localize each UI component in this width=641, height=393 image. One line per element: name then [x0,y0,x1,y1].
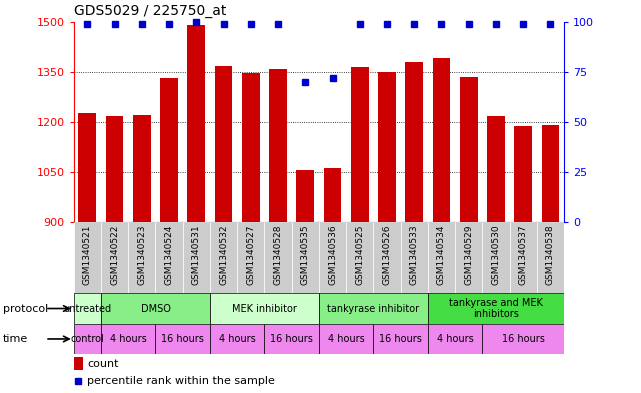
Bar [74,222,101,293]
Bar [101,324,155,354]
Bar [428,293,564,324]
Bar [78,114,96,222]
Text: 4 hours: 4 hours [328,334,365,344]
Text: GSM1340527: GSM1340527 [246,224,255,285]
Text: 16 hours: 16 hours [162,334,204,344]
Text: MEK inhibitor: MEK inhibitor [232,303,297,314]
Bar [292,222,319,293]
Text: GSM1340536: GSM1340536 [328,224,337,285]
Text: 16 hours: 16 hours [271,334,313,344]
Text: control: control [71,334,104,344]
Text: GDS5029 / 225750_at: GDS5029 / 225750_at [74,4,226,18]
Text: GSM1340525: GSM1340525 [355,224,364,285]
Text: percentile rank within the sample: percentile rank within the sample [87,376,275,386]
Bar [405,62,423,222]
Bar [296,170,314,222]
Bar [237,222,265,293]
Text: GSM1340532: GSM1340532 [219,224,228,285]
Bar [269,69,287,222]
Bar [514,126,532,222]
Bar [242,73,260,222]
Text: GSM1340535: GSM1340535 [301,224,310,285]
Bar [510,222,537,293]
Text: 4 hours: 4 hours [110,334,147,344]
Bar [101,293,210,324]
Bar [428,324,482,354]
Bar [106,116,124,222]
Bar [210,324,265,354]
Text: untreated: untreated [63,303,112,314]
Bar [351,67,369,222]
Text: DMSO: DMSO [140,303,171,314]
Bar [265,222,292,293]
Bar [210,222,237,293]
Text: 4 hours: 4 hours [437,334,474,344]
Bar [428,222,455,293]
Text: GSM1340533: GSM1340533 [410,224,419,285]
Bar [265,324,319,354]
Bar [346,222,373,293]
Bar [487,116,505,222]
Bar [460,77,478,222]
Bar [373,222,401,293]
Bar [155,222,183,293]
Bar [210,293,319,324]
Text: GSM1340521: GSM1340521 [83,224,92,285]
Bar [455,222,483,293]
Bar [324,168,342,222]
Bar [128,222,155,293]
Text: count: count [87,358,119,369]
Bar [374,324,428,354]
Text: GSM1340538: GSM1340538 [546,224,555,285]
Bar [74,324,101,354]
Bar [187,25,205,222]
Text: GSM1340534: GSM1340534 [437,224,446,285]
Bar [319,324,374,354]
Bar [537,222,564,293]
Bar [401,222,428,293]
Bar [183,222,210,293]
Bar [74,293,101,324]
Text: GSM1340523: GSM1340523 [137,224,146,285]
Bar [483,222,510,293]
Text: GSM1340528: GSM1340528 [274,224,283,285]
Text: protocol: protocol [3,303,49,314]
Text: GSM1340530: GSM1340530 [492,224,501,285]
Bar [433,58,451,222]
Bar [319,293,428,324]
Text: GSM1340522: GSM1340522 [110,224,119,285]
Bar [378,72,396,222]
Text: tankyrase and MEK
inhibitors: tankyrase and MEK inhibitors [449,298,543,319]
Bar [155,324,210,354]
Bar [482,324,564,354]
Text: GSM1340524: GSM1340524 [165,224,174,285]
Text: GSM1340529: GSM1340529 [464,224,473,285]
Text: 16 hours: 16 hours [379,334,422,344]
Bar [215,66,233,222]
Text: tankyrase inhibitor: tankyrase inhibitor [328,303,419,314]
Bar [74,357,83,369]
Bar [133,115,151,222]
Text: GSM1340537: GSM1340537 [519,224,528,285]
Bar [319,222,346,293]
Bar [542,125,560,222]
Text: GSM1340531: GSM1340531 [192,224,201,285]
Bar [160,78,178,222]
Text: 16 hours: 16 hours [502,334,545,344]
Bar [101,222,128,293]
Text: time: time [3,334,28,344]
Text: GSM1340526: GSM1340526 [383,224,392,285]
Text: 4 hours: 4 hours [219,334,256,344]
